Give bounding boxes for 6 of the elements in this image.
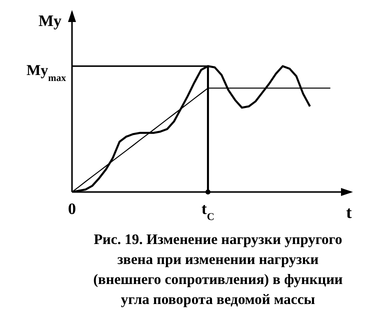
x-tick-label: 0 [68,201,76,218]
text: Рис. 19. Изменение нагрузки упругого звена при изменении нагрузки (внешнего сопротивления) в функции угла поворота ведомой массы [92,231,344,310]
ref-line-label: My$_{max}$ [26,63,66,84]
x-tick-label: t$_{C}$ [202,201,214,222]
x-axis-title: t [346,203,352,222]
y-axis-title: My [38,13,62,30]
